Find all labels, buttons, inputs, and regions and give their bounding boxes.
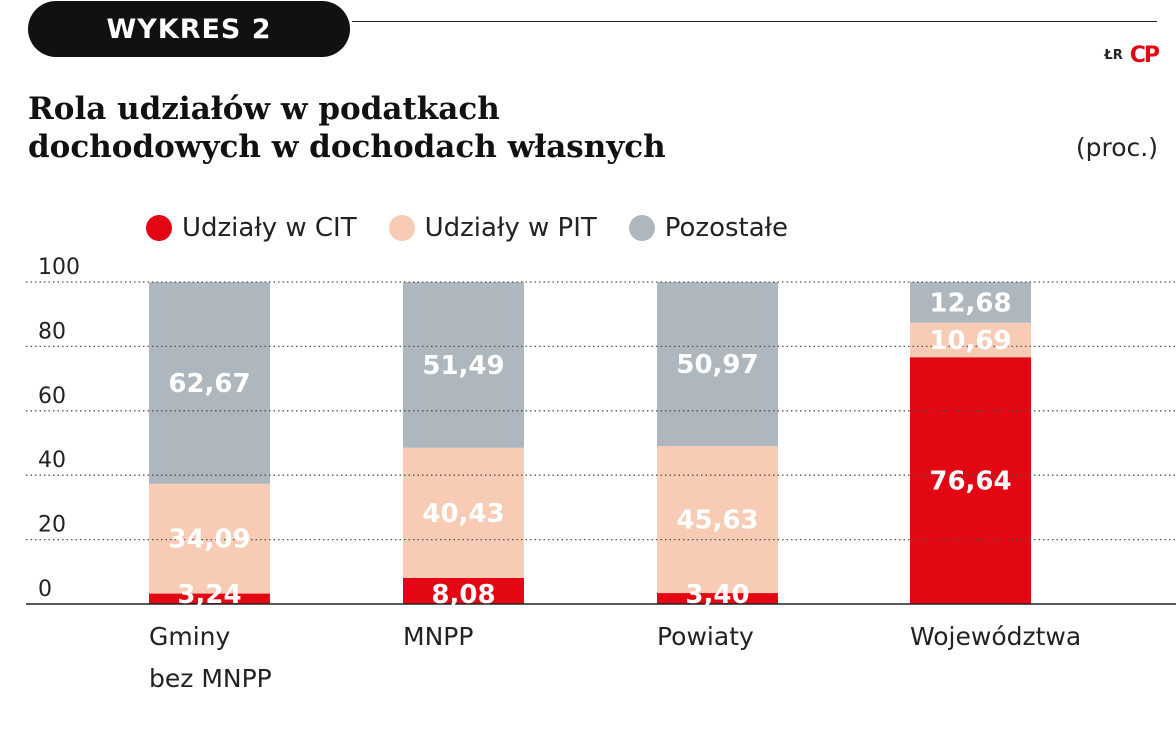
legend-label-cit: Udziały w CIT [182,213,357,243]
legend-label-pozostale: Pozostałe [664,213,789,243]
unit-label: (proc.) [1075,133,1158,162]
legend-item-pozostale: Pozostałe [628,213,789,243]
value-label-cit-0: 3,24 [177,580,241,610]
publisher-logo: CP [1129,43,1160,68]
bar-segment-cit-3 [910,357,1031,604]
value-label-cit-2: 3,40 [685,580,749,610]
y-tick-label-60: 60 [38,384,66,409]
header-rule [352,21,1157,22]
bar-segment-pit-0 [149,483,270,594]
value-label-pozostale-1: 51,49 [422,351,504,381]
y-tick-label-80: 80 [38,319,66,344]
category-label-2-line-0: Powiaty [657,622,754,651]
bar-segment-pit-3 [910,322,1031,358]
bar-segment-pozostale-3 [910,281,1031,323]
legend-item-cit: Udziały w CIT [146,213,357,243]
chart-title-line-2: dochodowych w dochodach własnych [28,129,666,165]
category-label-1-line-0: MNPP [403,622,473,651]
value-label-pit-1: 40,43 [422,499,504,529]
value-label-pit-0: 34,09 [168,525,250,555]
value-label-pit-2: 45,63 [676,506,758,536]
value-label-pozostale-2: 50,97 [676,350,758,380]
legend-swatch-cit [146,215,172,241]
legend-swatch-pozostale [628,215,655,241]
category-label-0-line-1: bez MNPP [149,664,272,693]
value-label-pit-3: 10,69 [929,326,1011,356]
chart-title: Rola udziałów w podatkach dochodowych w … [28,90,666,166]
legend-swatch-pit [388,215,415,241]
bar-segment-cit-1 [403,577,524,604]
legend: Udziały w CIT Udziały w PIT Pozostałe [146,213,820,243]
y-tick-label-0: 0 [38,577,52,602]
y-tick-label-100: 100 [38,255,80,280]
y-tick-label-40: 40 [38,448,66,473]
chart-number-label: WYKRES 2 [106,13,272,45]
chart-number-badge: WYKRES 2 [28,1,350,57]
bar-segment-pozostale-0 [149,282,270,484]
category-label-3-line-0: Województwa [910,622,1081,651]
credit-author: ŁR [1104,48,1123,63]
category-label-0-line-0: Gminy [149,622,231,651]
value-label-cit-3: 76,64 [929,467,1011,497]
value-label-pozostale-0: 62,67 [168,369,250,399]
value-label-pozostale-3: 12,68 [929,288,1011,318]
bar-segment-pit-1 [403,447,524,578]
credit: ŁR CP [1104,43,1160,68]
bar-segment-cit-0 [149,593,270,604]
chart-title-line-1: Rola udziałów w podatkach [28,91,500,127]
stacked-bar-chart: 0 20 40 60 80 100 3,24 34,09 62,67 8,08 40,43 51,49… [26,255,1176,693]
bar-segment-pozostale-1 [403,282,524,448]
y-tick-label-20: 20 [38,513,66,538]
bar-segment-pit-2 [657,446,778,594]
legend-item-pit: Udziały w PIT [388,213,597,243]
bar-segment-cit-2 [657,593,778,604]
value-label-cit-1: 8,08 [431,580,495,610]
legend-label-pit: Udziały w PIT [424,213,597,243]
bar-segment-pozostale-2 [657,282,778,447]
